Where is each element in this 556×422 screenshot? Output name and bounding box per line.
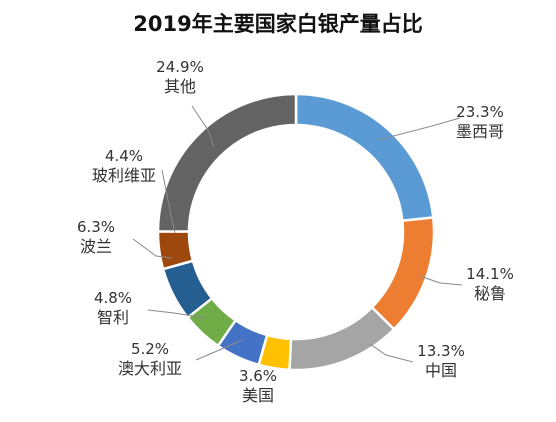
slice-name-label: 智利 [97, 308, 129, 327]
slice-percent-label: 23.3% [456, 103, 504, 121]
slice-labels: 23.3%墨西哥 14.1%秘鲁 13.3%中国 3.6%美国 5.2%澳大利亚 4.8%… [77, 58, 514, 405]
donut-slices [156, 92, 436, 372]
leader-line-9 [191, 105, 215, 148]
leader-line-6 [147, 309, 207, 319]
slice-percent-label: 13.3% [417, 342, 465, 360]
leader-line-7 [132, 238, 173, 259]
slice-name-label: 墨西哥 [456, 122, 504, 141]
slice-name-label: 中国 [425, 361, 457, 380]
donut-slice-1 [294, 92, 435, 223]
slice-percent-label: 14.1% [466, 265, 514, 283]
slice-name-label: 秘鲁 [474, 284, 506, 303]
leader-line-8 [161, 169, 176, 234]
leader-line-5 [195, 339, 243, 361]
slice-name-label: 其他 [164, 77, 196, 96]
leader-line-1 [377, 117, 461, 141]
slice-name-label: 澳大利亚 [118, 359, 182, 378]
slice-name-label: 美国 [242, 386, 274, 405]
slice-percent-label: 3.6% [239, 367, 277, 385]
donut-slice-9 [156, 92, 298, 233]
slice-name-label: 玻利维亚 [92, 166, 156, 185]
slice-percent-label: 24.9% [156, 58, 204, 76]
chart-title: 2019年主要国家白银产量占比 [133, 12, 422, 36]
donut-slice-3 [288, 305, 396, 372]
slice-name-label: 波兰 [80, 237, 112, 256]
leader-line-2 [419, 275, 463, 286]
donut-slice-2 [370, 216, 436, 331]
slice-percent-label: 4.4% [105, 147, 143, 165]
slice-percent-label: 4.8% [94, 289, 132, 307]
slice-percent-label: 5.2% [131, 340, 169, 358]
leader-line-3 [369, 343, 414, 363]
slice-percent-label: 6.3% [77, 218, 115, 236]
donut-slice-8 [156, 230, 195, 271]
